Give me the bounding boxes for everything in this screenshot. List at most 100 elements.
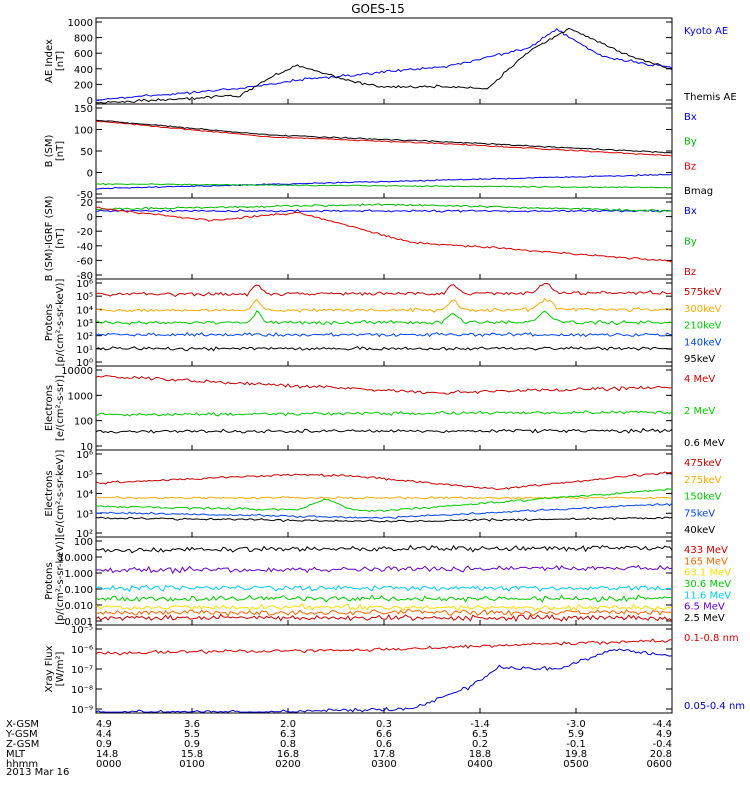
legend-entry: 2 MeV <box>684 406 715 417</box>
series-line-165-mev <box>95 608 673 617</box>
panel-frame <box>95 365 673 451</box>
ephemeris-value: -4.4 <box>652 719 672 730</box>
chart-title: GOES-15 <box>351 2 405 16</box>
y-tick-label: 1000 <box>68 18 93 29</box>
y-tick-label: -40 <box>77 242 93 253</box>
y-tick-label: 10⁰ <box>76 358 93 369</box>
panel-7: 100 10.000 1.000 0.100 0.010 0.001Protons[p/(… <box>44 536 731 628</box>
series-line-2-mev <box>95 410 673 417</box>
legend-entry: Bmag <box>684 186 713 197</box>
ephemeris-value: 0100 <box>179 759 204 770</box>
series-line-themis-ae <box>95 27 673 104</box>
ephemeris-value: -0.1 <box>566 739 586 750</box>
y-axis-label: Electrons[e/(cm²-s-sr)] <box>44 375 66 441</box>
y-tick-label: 1000 <box>68 391 93 402</box>
ephemeris-row-label: hhmm <box>6 759 38 770</box>
ephemeris-value: 6.3 <box>280 729 296 740</box>
series-line-30-6-mev <box>95 594 673 603</box>
y-tick-label: 0 <box>87 96 93 107</box>
y-tick-label: 10⁻⁹ <box>71 705 93 716</box>
legend-entry: Bz <box>684 161 696 172</box>
y-tick-label: 10 <box>80 442 93 453</box>
series-line-40kev <box>95 516 673 523</box>
ephemeris-row-label: Z-GSM <box>6 739 39 750</box>
legend-entry: 95keV <box>684 354 715 365</box>
ephemeris-value: 0200 <box>275 759 300 770</box>
y-axis-label: AE Index[nT] <box>44 39 66 83</box>
ephemeris-value: 0000 <box>96 759 121 770</box>
legend-entry: 150keV <box>684 492 722 503</box>
legend-entry: Themis AE <box>683 92 737 103</box>
legend-entry: Bx <box>684 206 697 217</box>
series-line-140kev <box>95 331 673 338</box>
y-tick-label: 0.010 <box>64 601 93 612</box>
panel-3: 20 0 -20 -40 -60 -80 B (SM)-IGRF (SM)[nT] Bx By B… <box>44 196 697 282</box>
y-tick-label: 10.000 <box>58 553 93 564</box>
ephemeris-value: 0.9 <box>96 739 112 750</box>
y-tick-label: 10³ <box>76 319 93 330</box>
ephemeris-value: 4.4 <box>96 729 112 740</box>
legend-entry: 575keV <box>684 287 722 298</box>
y-tick-label: 10⁶ <box>76 279 93 290</box>
ephemeris-value: 5.9 <box>568 729 584 740</box>
ephemeris-value: 0.8 <box>280 739 296 750</box>
y-tick-label: 0.100 <box>64 585 93 596</box>
series-line-4-mev <box>95 375 673 395</box>
legend-entry: 30.6 MeV <box>684 579 731 590</box>
legend-entry: 40keV <box>684 525 715 536</box>
series-line-300kev <box>95 297 673 313</box>
legend-entry: 75keV <box>684 508 715 519</box>
legend-entry: 0.6 MeV <box>684 438 725 449</box>
panel-8: 10⁻⁵ 10⁻⁶ 10⁻⁷ 10⁻⁸ 10⁻⁹ Xray Flux[W/m²] 0.1-0… <box>44 624 745 716</box>
panel-4: 10⁶ 10⁵ 10⁴ 10³ 10² 10¹ 10⁰ Protons[p/(cm²-s-sr… <box>44 278 722 369</box>
ephemeris-value: 16.8 <box>277 749 299 760</box>
ephemeris-value: 3.6 <box>184 719 200 730</box>
ephemeris-value: 0.6 <box>376 739 392 750</box>
ephemeris-table: X-GSMY-GSMZ-GSMMLThhmm4.94.40.914.800003… <box>5 719 672 770</box>
ephemeris-value: 2.0 <box>280 719 296 730</box>
y-tick-label: 10² <box>76 529 93 540</box>
panel-2: 150 100 50 0 -50 B (SM)[nT] Bx By Bz Bmag <box>44 103 713 201</box>
y-tick-label: 100 <box>74 537 93 548</box>
ephemeris-value: 5.5 <box>184 729 200 740</box>
panel-frame <box>95 624 673 714</box>
legend-entry: Bz <box>684 267 696 278</box>
series-line-275kev <box>95 495 673 500</box>
ephemeris-row-label: MLT <box>6 749 26 760</box>
y-axis-label: B (SM)-IGRF (SM)[nT] <box>44 196 66 282</box>
y-tick-label: -80 <box>77 271 93 282</box>
ephemeris-value: 0.2 <box>472 739 488 750</box>
panel-6: 10⁶ 10⁵ 10⁴ 10³ 10² Electrons[e/(cm²-s-sr-keV… <box>44 449 722 540</box>
series-line-6-5-mev <box>95 564 673 575</box>
y-tick-label: 10⁴ <box>76 490 93 501</box>
ephemeris-value: 0400 <box>467 759 492 770</box>
y-tick-label: -50 <box>77 190 93 201</box>
series-line-210kev <box>95 310 673 326</box>
legend-entry: 210keV <box>684 321 722 332</box>
panel-frame <box>95 17 673 105</box>
panel-frame <box>95 449 673 538</box>
y-tick-label: -60 <box>77 256 93 267</box>
legend-entry: 11.6 MeV <box>684 590 731 601</box>
ephemeris-value: -0.4 <box>652 739 672 750</box>
y-tick-label: 10³ <box>76 509 93 520</box>
series-line-11-6-mev <box>95 584 673 593</box>
legend-entry: Bx <box>684 112 697 123</box>
ephemeris-value: -3.0 <box>566 719 586 730</box>
y-tick-label: 150 <box>74 104 93 115</box>
series-line-0-1-0-8-nm <box>95 638 672 656</box>
y-tick-label: 400 <box>74 65 93 76</box>
y-tick-label: 0.001 <box>64 617 93 628</box>
series-line-kyoto-ae <box>95 27 673 102</box>
series-line-2-5-mev <box>95 544 673 554</box>
series-line-150kev <box>95 488 673 513</box>
series-line-bx <box>95 173 673 190</box>
ephemeris-row-label: X-GSM <box>6 719 39 730</box>
ephemeris-value: 18.8 <box>469 749 491 760</box>
y-tick-label: 10⁻⁷ <box>71 665 93 676</box>
legend-entry: 475keV <box>684 458 722 469</box>
legend-entry: 165 MeV <box>684 556 728 567</box>
y-axis-label: Protons[p/(cm²-s-sr-keV)] <box>44 537 66 625</box>
y-tick-label: 10⁴ <box>76 305 93 316</box>
ephemeris-value: 19.8 <box>565 749 587 760</box>
